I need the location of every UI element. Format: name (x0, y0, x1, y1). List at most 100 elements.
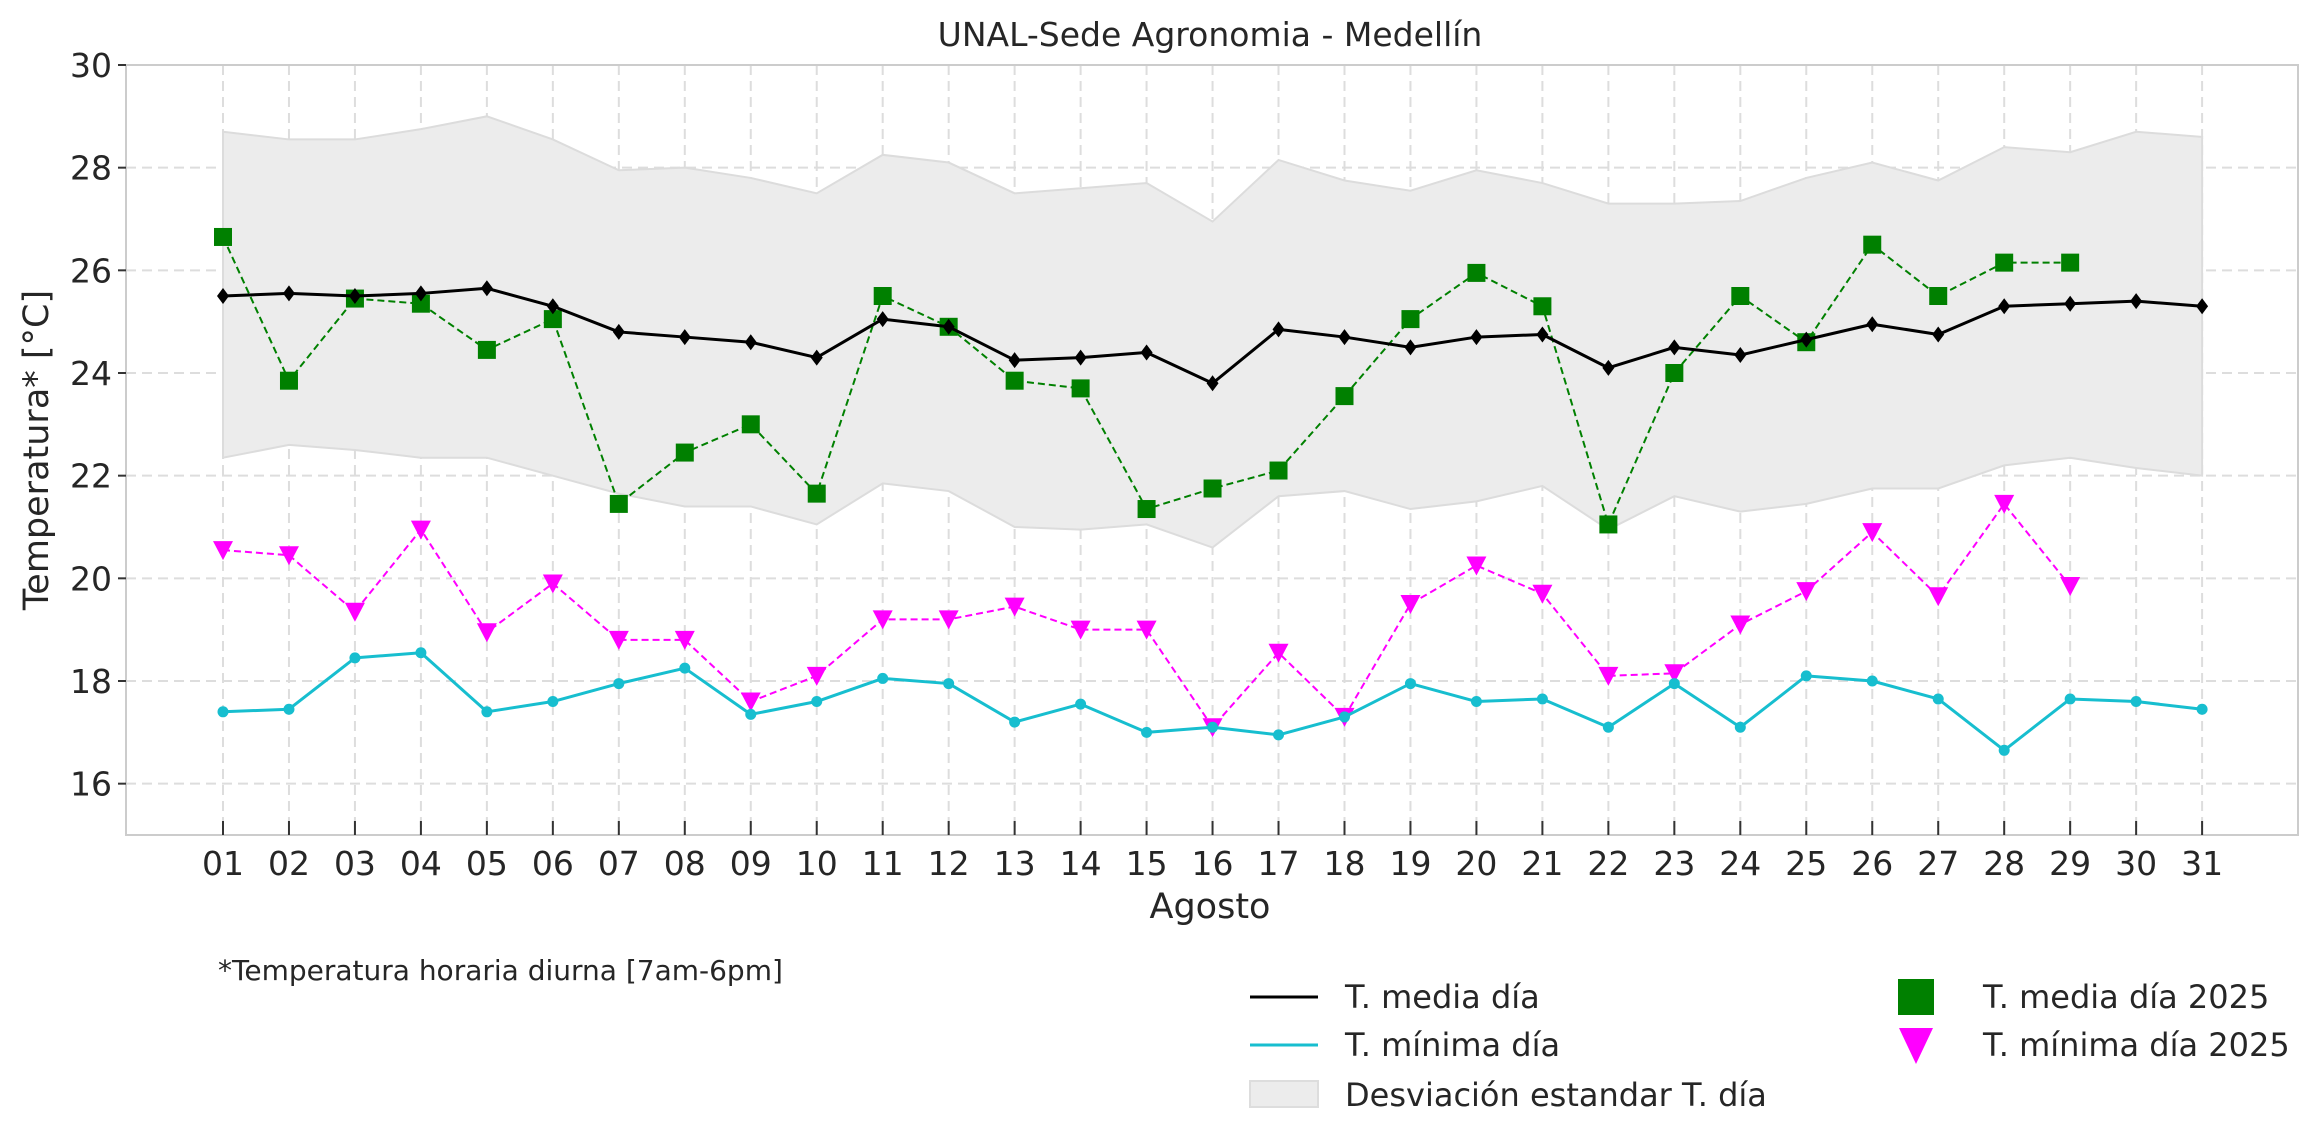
x-tick-label: 26 (1851, 844, 1893, 883)
x-tick-label: 29 (2049, 844, 2091, 883)
marker-square (1401, 310, 1420, 329)
marker-triangle-down (740, 692, 761, 712)
marker-circle (877, 672, 889, 684)
marker-diamond (1206, 375, 1219, 392)
marker-triangle-down (410, 520, 431, 540)
marker-diamond (876, 311, 889, 328)
legend-label: Desviación estandar T. día (1345, 1076, 1767, 1114)
marker-diamond (678, 329, 691, 346)
series-group (213, 227, 2209, 756)
series-line (222, 502, 2071, 729)
legend-label: T. mínima día (1344, 1026, 1560, 1064)
x-tick-label: 23 (1653, 844, 1695, 883)
marker-diamond (282, 285, 295, 302)
legend-label: T. media día (1344, 978, 1540, 1016)
marker-triangle-down (938, 610, 959, 630)
x-tick-label: 30 (2115, 844, 2157, 883)
x-tick-label: 28 (1983, 844, 2025, 883)
marker-circle (1734, 721, 1746, 733)
marker-circle (1009, 716, 1021, 728)
x-tick-label: 13 (994, 844, 1036, 883)
marker-circle (1668, 678, 1680, 690)
marker-square (2061, 253, 2080, 272)
marker-diamond (1338, 329, 1351, 346)
legend-item: T. media día 2025 (1898, 978, 2269, 1016)
y-tick-label: 24 (70, 354, 112, 393)
marker-square (1269, 461, 1288, 480)
marker-triangle-down (1532, 584, 1553, 604)
marker-square (807, 484, 826, 503)
y-tick-label: 28 (70, 149, 112, 188)
marker-diamond (1866, 316, 1879, 333)
marker-square (1929, 287, 1948, 305)
marker-circle (1800, 670, 1812, 682)
x-tick-label: 16 (1192, 844, 1234, 883)
marker-triangle-down (1664, 664, 1685, 684)
marker-circle (1536, 693, 1548, 705)
x-tick-label: 05 (466, 844, 508, 883)
x-tick-label: 04 (400, 844, 442, 883)
marker-circle (1998, 744, 2010, 756)
legend-item: T. media día (1250, 978, 1540, 1016)
marker-diamond (1668, 339, 1681, 356)
marker-circle (745, 708, 757, 720)
marker-circle (943, 678, 955, 690)
marker-diamond (1470, 329, 1483, 346)
marker-triangle-down (1730, 615, 1751, 635)
marker-square (1335, 387, 1354, 406)
marker-circle (679, 662, 691, 674)
marker-square (1137, 500, 1156, 519)
legend-swatch-patch (1249, 1080, 1319, 1108)
marker-triangle-down (1994, 494, 2015, 514)
marker-circle (2064, 693, 2076, 705)
marker-circle (1470, 696, 1482, 708)
marker-circle (613, 678, 625, 690)
x-tick-label: 08 (664, 844, 706, 883)
marker-diamond (217, 288, 229, 304)
marker-square (609, 494, 628, 513)
marker-triangle-down (1928, 587, 1949, 607)
marker-triangle-down (1796, 582, 1817, 602)
marker-square (1599, 515, 1618, 534)
marker-square (1665, 364, 1684, 382)
legend-label: T. mínima día 2025 (1982, 1026, 2290, 1064)
marker-square (411, 294, 430, 313)
x-tick-label: 12 (928, 844, 970, 883)
marker-triangle-down (213, 541, 233, 561)
marker-triangle-down (1466, 556, 1487, 576)
x-axis-label: Agosto (1150, 887, 1271, 927)
marker-diamond (480, 280, 493, 297)
marker-triangle-down (1862, 523, 1883, 543)
marker-circle (1141, 726, 1153, 738)
y-tick-label: 20 (70, 559, 112, 598)
marker-diamond (2064, 295, 2077, 312)
x-tick-label: 20 (1455, 844, 1497, 883)
x-tick-label: 17 (1258, 844, 1300, 883)
marker-triangle-down (806, 666, 827, 686)
marker-diamond (612, 323, 625, 340)
marker-diamond (1008, 352, 1021, 369)
marker-diamond (942, 318, 955, 335)
x-tick-label: 07 (598, 844, 640, 883)
series-t-media-d-a (217, 280, 2209, 392)
marker-square (279, 371, 298, 390)
x-tick-label: 15 (1126, 844, 1168, 883)
marker-triangle-down (1400, 595, 1421, 614)
x-tick-label: 27 (1917, 844, 1959, 883)
marker-circle (415, 647, 427, 659)
y-axis-label: Temperatura* [°C] (17, 290, 57, 611)
x-axis: 01 02 03 04 05 06 07 08 09 10 11 12 13 14 15 16 17 18 19 20… (202, 821, 2223, 883)
marker-square (1533, 297, 1552, 316)
marker-circle (1075, 698, 1087, 710)
marker-diamond (1404, 339, 1417, 356)
y-tick-label: 16 (70, 765, 112, 804)
marker-square (543, 310, 562, 329)
marker-diamond (348, 288, 361, 304)
marker-diamond (1536, 326, 1549, 343)
marker-circle (1207, 721, 1219, 733)
marker-circle (547, 696, 559, 708)
legend-item: Desviación estandar T. día (1249, 1076, 1767, 1114)
marker-triangle-down (278, 546, 299, 566)
legend-swatch-triangle (1899, 1028, 1933, 1064)
marker-circle (811, 696, 823, 708)
